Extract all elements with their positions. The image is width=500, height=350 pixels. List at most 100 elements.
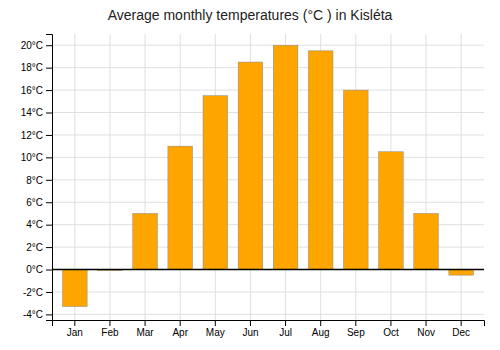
x-tick-mark [461, 320, 462, 326]
y-grid-line [52, 269, 484, 270]
y-grid-line [52, 45, 484, 46]
x-tick-mark [355, 320, 356, 326]
x-tick-label: Jul [279, 327, 292, 338]
x-tick-mark [74, 320, 75, 326]
y-tick: 12°C [21, 130, 52, 141]
x-grid-line [461, 34, 462, 320]
bar [379, 152, 404, 270]
x-tick-label: Apr [172, 327, 188, 338]
chart-svg: Average monthly temperatures (°C ) in Ki… [0, 0, 500, 350]
y-grid-line [52, 67, 484, 68]
x-tick-label: Sep [347, 327, 365, 338]
y-tick-mark [46, 270, 52, 271]
x-tick: May [206, 320, 225, 338]
x-axis: Jan Feb Mar Apr May Jun Jul Aug Sep Oct Nov Dec [53, 320, 485, 338]
y-tick-mark [46, 113, 52, 114]
x-tick: Nov [417, 320, 435, 338]
y-tick: -4°C [23, 309, 52, 320]
y-tick-label: -2°C [23, 287, 43, 298]
bar [414, 213, 439, 269]
x-tick-label: Aug [312, 327, 330, 338]
x-tick: Aug [312, 320, 330, 338]
bar [344, 90, 369, 269]
y-tick-mark [46, 225, 52, 226]
y-axis: -4°C -2°C 0°C 2°C 4°C 6°C 8°C 10°C 12°C 14°C 16°C 1… [21, 35, 53, 321]
y-tick-label: 10°C [21, 152, 43, 163]
plot-area: -4°C -2°C 0°C 2°C 4°C 6°C 8°C 10°C 12°C 14°C 16°C 1… [21, 34, 485, 338]
y-tick-mark [46, 157, 52, 158]
x-tick: Jun [242, 320, 258, 338]
bar [308, 51, 333, 270]
zero-line [52, 269, 484, 271]
y-grid-line [52, 179, 484, 180]
y-grid-line [52, 157, 484, 158]
bar [133, 213, 158, 269]
y-grid-line [52, 202, 484, 203]
x-tick-label: Feb [101, 327, 119, 338]
y-tick: 2°C [26, 242, 52, 253]
y-tick-mark [46, 90, 52, 91]
x-tick-mark [180, 320, 181, 326]
x-tick: Oct [383, 320, 399, 338]
y-tick-label: 18°C [21, 62, 43, 73]
x-grid-line [426, 34, 427, 320]
x-tick-mark [320, 320, 321, 326]
x-tick-label: Jun [242, 327, 258, 338]
bar [238, 62, 263, 269]
x-tick: Dec [452, 320, 470, 338]
bars [52, 45, 484, 306]
y-tick: 10°C [21, 152, 52, 163]
y-tick-label: 14°C [21, 107, 43, 118]
bar [273, 45, 298, 269]
y-grid-line [52, 134, 484, 135]
x-grid-line [109, 34, 110, 320]
y-tick: 18°C [21, 62, 52, 73]
y-tick-label: 16°C [21, 85, 43, 96]
y-tick-label: 8°C [26, 175, 43, 186]
y-tick-mark [46, 180, 52, 181]
x-tick: Feb [101, 320, 119, 338]
y-tick-label: 6°C [26, 197, 43, 208]
x-axis-line [53, 321, 485, 327]
y-tick-mark [46, 247, 52, 248]
y-tick-mark [46, 45, 52, 46]
x-tick-label: Mar [136, 327, 154, 338]
y-tick-label: 20°C [21, 40, 43, 51]
y-tick-label: 0°C [26, 264, 43, 275]
y-tick: 8°C [26, 175, 52, 186]
x-tick-mark [109, 320, 110, 326]
y-grid-line [52, 112, 484, 113]
y-tick: 16°C [21, 85, 52, 96]
x-tick: Sep [347, 320, 365, 338]
y-grid-line [52, 90, 484, 91]
x-tick-mark [145, 320, 146, 326]
y-tick: 20°C [21, 40, 52, 51]
x-tick-label: Jan [67, 327, 83, 338]
y-tick-mark [46, 135, 52, 136]
x-tick: Mar [136, 320, 154, 338]
y-tick-label: 12°C [21, 130, 43, 141]
x-tick: Apr [172, 320, 188, 338]
x-tick-mark [215, 320, 216, 326]
bar [449, 270, 474, 276]
y-tick-label: 2°C [26, 242, 43, 253]
y-tick: 14°C [21, 107, 52, 118]
y-tick: 4°C [26, 219, 52, 230]
y-tick: 0°C [26, 264, 52, 275]
bar [63, 270, 88, 307]
x-tick-mark [285, 320, 286, 326]
chart-container: Average monthly temperatures (°C ) in Ki… [0, 0, 500, 350]
y-grid-line [52, 291, 484, 292]
y-grid-line [52, 314, 484, 315]
y-tick: 6°C [26, 197, 52, 208]
y-tick-mark [46, 292, 52, 293]
bar [168, 146, 193, 269]
x-grid-line [145, 34, 146, 320]
y-tick: -2°C [23, 287, 52, 298]
x-tick-mark [250, 320, 251, 326]
grid [52, 34, 484, 320]
x-tick-label: Dec [452, 327, 470, 338]
y-tick-label: 4°C [26, 219, 43, 230]
y-tick-mark [46, 68, 52, 69]
x-tick-label: Oct [383, 327, 399, 338]
